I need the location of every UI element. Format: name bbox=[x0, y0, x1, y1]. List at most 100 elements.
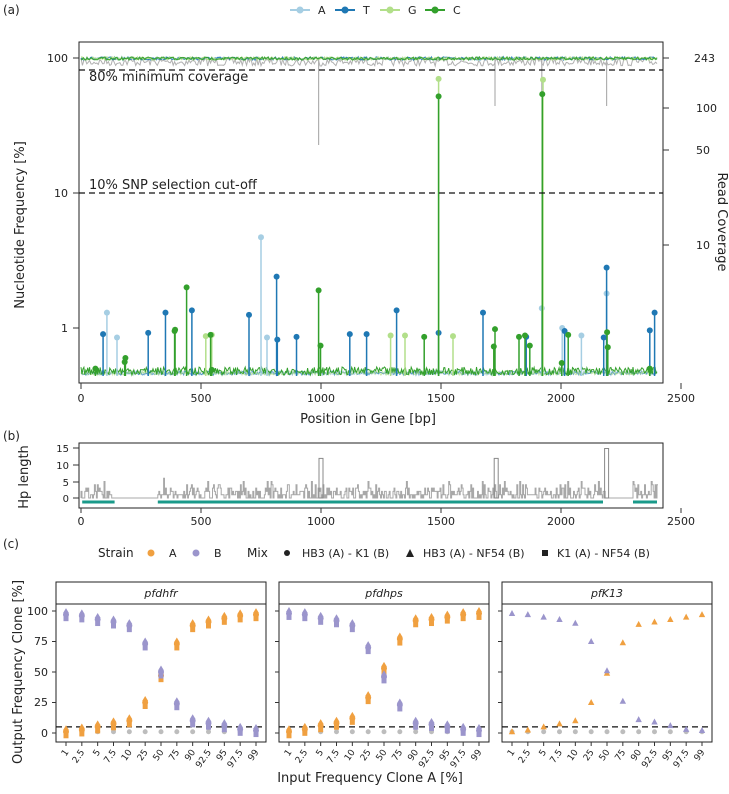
point-strain-B-mix3 bbox=[253, 732, 259, 738]
point-strain-A-mix2 bbox=[94, 720, 101, 726]
snp-point-C bbox=[492, 326, 498, 333]
panel-a-tag: (a) bbox=[3, 3, 20, 17]
point-strain-B-mix3 bbox=[365, 649, 371, 655]
homopolymer-peak bbox=[318, 457, 324, 499]
snp-point-T bbox=[162, 309, 169, 316]
point-strain-A-mix3 bbox=[190, 627, 196, 633]
snp-point-G bbox=[387, 332, 394, 339]
zero-marker bbox=[620, 729, 626, 735]
c-x-tick-label: 1 bbox=[506, 748, 517, 758]
c-x-tick-label: 2.5 bbox=[71, 748, 87, 765]
panel-a-xlabel: Position in Gene [bp] bbox=[300, 412, 436, 427]
point-strain-B bbox=[651, 718, 658, 725]
zero-marker bbox=[588, 729, 594, 735]
legend-strain-A-dot bbox=[147, 549, 155, 557]
panel-b: (b) 0 5 10 15 Hp length 0 500 1000 1500 … bbox=[3, 429, 695, 528]
point-strain-B-mix3 bbox=[349, 627, 355, 633]
legend-mix-1-circle bbox=[284, 550, 290, 556]
point-strain-A bbox=[524, 726, 532, 733]
point-strain-B-mix2 bbox=[412, 716, 419, 722]
y2-tick-50: 50 bbox=[696, 144, 710, 157]
panel-c-yaxis: 100 75 50 25 0 Output Frequency Clone [%… bbox=[11, 580, 463, 786]
c-x-tick-label: 99 bbox=[247, 748, 262, 763]
homopolymer-peak bbox=[493, 457, 499, 499]
point-strain-A-mix2 bbox=[237, 609, 244, 615]
zero-marker bbox=[541, 729, 547, 735]
point-strain-A-mix3 bbox=[174, 645, 180, 651]
panel-a-frame bbox=[78, 41, 664, 384]
point-strain-A-mix2 bbox=[78, 723, 85, 729]
c-x-tick-label: 25 bbox=[136, 748, 151, 763]
snp-point-C bbox=[421, 333, 428, 340]
point-strain-B-mix3 bbox=[460, 730, 466, 736]
hp-x-tick-1000: 1000 bbox=[307, 515, 335, 528]
point-strain-A-mix3 bbox=[476, 614, 482, 620]
legend-mix-title: Mix bbox=[247, 546, 268, 560]
point-strain-A-mix2 bbox=[412, 614, 419, 620]
point-strain-B bbox=[635, 716, 642, 723]
x-tick-1000: 1000 bbox=[307, 392, 335, 405]
c-x-tick-label: 1 bbox=[283, 748, 294, 758]
snp-point-G bbox=[402, 332, 408, 339]
snp-point-C bbox=[208, 366, 215, 373]
c-x-tick-label: 92.5 bbox=[640, 748, 660, 770]
x-tick-500: 500 bbox=[191, 392, 212, 405]
point-strain-A-mix3 bbox=[349, 719, 355, 725]
point-strain-A-mix2 bbox=[126, 714, 133, 720]
panel-a: (a) 80% minimum coverage 10% SNP selectio… bbox=[3, 3, 729, 427]
point-strain-B-mix2 bbox=[428, 717, 435, 723]
snp-point-T bbox=[651, 309, 658, 316]
c-x-tick-label: 10 bbox=[566, 748, 581, 763]
legend-T-label: T bbox=[362, 4, 370, 17]
snp-point-T bbox=[274, 336, 281, 343]
point-strain-A-mix3 bbox=[286, 733, 292, 739]
point-strain-B-mix3 bbox=[158, 673, 164, 679]
c-x-tick-label: 50 bbox=[598, 748, 613, 763]
point-strain-B-mix2 bbox=[396, 698, 403, 704]
hp-tick-15: 15 bbox=[56, 444, 69, 455]
panel-b-tag: (b) bbox=[3, 429, 20, 443]
point-strain-A-mix2 bbox=[460, 608, 467, 614]
snp-point-C bbox=[539, 91, 546, 98]
point-strain-B-mix2 bbox=[63, 608, 69, 614]
point-strain-A-mix3 bbox=[158, 677, 164, 683]
y2-tick-10: 10 bbox=[696, 239, 710, 252]
snp-point-T bbox=[145, 329, 152, 336]
hp-x-tick-1500: 1500 bbox=[427, 515, 455, 528]
point-strain-A-mix2 bbox=[333, 716, 340, 722]
point-strain-B-mix3 bbox=[237, 730, 243, 736]
top-frequency-C bbox=[80, 55, 658, 62]
c-y-tick-50: 50 bbox=[34, 666, 48, 679]
homopolymer-peak bbox=[604, 448, 610, 499]
legend-C-label: C bbox=[453, 4, 461, 17]
point-strain-B-mix3 bbox=[95, 621, 101, 627]
legend-C-dot bbox=[431, 6, 439, 14]
point-strain-A-mix2 bbox=[428, 613, 435, 619]
c-x-tick-label: 10 bbox=[120, 748, 135, 763]
legend-T-dot bbox=[341, 6, 349, 14]
zero-marker bbox=[604, 729, 610, 735]
point-strain-A bbox=[698, 611, 706, 618]
point-strain-B-mix3 bbox=[174, 705, 180, 711]
point-strain-B-mix3 bbox=[444, 728, 450, 734]
zero-marker bbox=[174, 729, 180, 735]
point-strain-B bbox=[667, 722, 674, 729]
point-strain-A-mix3 bbox=[365, 699, 371, 705]
y2-tick-243: 243 bbox=[694, 52, 715, 65]
point-strain-A-mix2 bbox=[365, 691, 372, 697]
panel-b-ylabel: Hp length bbox=[17, 445, 32, 509]
snp-point-T bbox=[188, 307, 195, 314]
snp-point-A bbox=[103, 309, 110, 316]
c-x-tick-label: 7.5 bbox=[549, 748, 565, 765]
point-strain-B-mix3 bbox=[413, 724, 419, 730]
point-strain-B-mix2 bbox=[221, 719, 228, 725]
point-strain-B-mix3 bbox=[111, 623, 116, 629]
snp-point-T bbox=[100, 331, 107, 338]
x-tick-0: 0 bbox=[78, 392, 85, 405]
point-strain-A-mix3 bbox=[444, 618, 450, 624]
facet-title: pfdhfr bbox=[143, 587, 179, 600]
point-strain-A-mix3 bbox=[95, 728, 101, 734]
hp-tick-0: 0 bbox=[63, 494, 69, 505]
point-strain-B-mix2 bbox=[381, 670, 387, 676]
point-strain-B-mix3 bbox=[476, 732, 482, 738]
